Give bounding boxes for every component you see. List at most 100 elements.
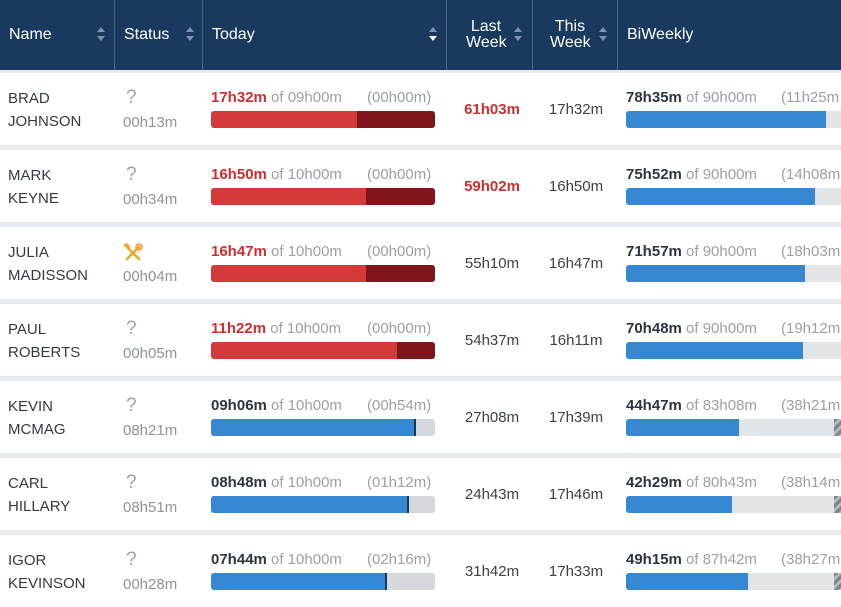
today-progress-marker: [414, 419, 416, 436]
column-header-biweekly[interactable]: BiWeekly: [627, 0, 747, 70]
today-overtime-fill: [357, 111, 435, 128]
biweekly-hatched-segment: [834, 573, 841, 590]
this-week-value: 17h32m: [548, 101, 604, 118]
today-remaining: (00h00m): [367, 243, 432, 260]
today-value: 11h22m: [211, 320, 267, 337]
today-progress-bar: [211, 419, 435, 436]
today-summary: 09h06m of 10h00m (00h54m): [211, 397, 431, 414]
biweekly-remaining: (38h14m: [781, 474, 841, 491]
status-time: 00h28m: [123, 576, 178, 593]
this-week-value: 17h46m: [548, 486, 604, 503]
today-progress-fill: [211, 496, 408, 513]
today-overtime-fill: [366, 265, 435, 282]
biweekly-remaining: (14h08m: [781, 166, 841, 183]
table-row[interactable]: MARK KEYNE? 00h34m 16h50m of 10h00m (00h00m…: [0, 150, 841, 222]
sort-name-icon[interactable]: [97, 27, 105, 43]
biweekly-target: of 83h08m: [681, 397, 757, 414]
column-header-name-label: Name: [9, 26, 52, 43]
biweekly-value: 49h15m: [626, 551, 682, 568]
today-progress-fill: [211, 573, 386, 590]
table-row[interactable]: PAUL ROBERTS? 00h05m 11h22m of 10h00m (00h0…: [0, 304, 841, 376]
biweekly-summary: 42h29m of 80h43m (38h14m: [626, 474, 840, 491]
biweekly-progress-fill: [626, 573, 748, 590]
column-header-this-week[interactable]: This Week: [540, 0, 600, 70]
today-target: of 09h00m: [266, 89, 342, 106]
biweekly-remaining: (38h21m: [781, 397, 841, 414]
table-row[interactable]: KEVIN MCMAG? 08h21m 09h06m of 10h00m (00h54…: [0, 381, 841, 453]
table-row[interactable]: CARL HILLARY? 08h51m 08h48m of 10h00m (01h1…: [0, 458, 841, 530]
today-summary: 08h48m of 10h00m (01h12m): [211, 474, 431, 491]
today-summary: 17h32m of 09h00m (00h00m): [211, 89, 431, 106]
column-divider: [202, 0, 203, 70]
status-time: 00h34m: [123, 191, 178, 208]
this-week-value: 16h50m: [548, 178, 604, 195]
column-header-today[interactable]: Today: [212, 0, 412, 70]
today-overtime-fill: [397, 342, 435, 359]
column-header-name[interactable]: Name: [9, 0, 109, 70]
biweekly-target: of 90h00m: [681, 320, 757, 337]
today-progress-bar: [211, 496, 435, 513]
question-icon: ?: [126, 395, 137, 416]
status-time: 00h05m: [123, 345, 178, 362]
biweekly-value: 71h57m: [626, 243, 682, 260]
biweekly-value: 42h29m: [626, 474, 682, 491]
employee-name[interactable]: JULIA MADISSON: [8, 244, 89, 284]
biweekly-remaining: (18h03m: [781, 243, 841, 260]
today-progress-fill: [211, 265, 366, 282]
today-progress-marker: [385, 573, 387, 590]
table-row[interactable]: JULIA MADISSON 00h04m 16h47m of 10h00m (00h…: [0, 227, 841, 299]
biweekly-progress-fill: [626, 265, 805, 282]
this-week-value: 16h47m: [548, 255, 604, 272]
today-progress-bar: [211, 265, 435, 282]
sort-this-week-icon[interactable]: [599, 27, 607, 43]
question-icon: ?: [126, 318, 137, 339]
today-summary: 07h44m of 10h00m (02h16m): [211, 551, 431, 568]
today-value: 17h32m: [211, 89, 267, 106]
table-row[interactable]: BRAD JOHNSON? 00h13m 17h32m of 09h00m (00h0…: [0, 73, 841, 145]
today-progress-fill: [211, 111, 357, 128]
biweekly-progress-fill: [626, 111, 826, 128]
today-remaining: (00h00m): [367, 89, 432, 106]
sort-last-week-icon[interactable]: [514, 27, 522, 43]
employee-name[interactable]: MARK KEYNE: [8, 167, 59, 207]
biweekly-summary: 70h48m of 90h00m (19h12m: [626, 320, 840, 337]
column-header-biweekly-label: BiWeekly: [627, 26, 694, 43]
today-remaining: (00h54m): [367, 397, 432, 414]
question-icon: ?: [126, 164, 137, 185]
today-remaining: (02h16m): [367, 551, 432, 568]
employee-name[interactable]: PAUL ROBERTS: [8, 321, 81, 361]
sort-today-icon[interactable]: [429, 27, 437, 43]
this-week-value: 17h33m: [548, 563, 604, 580]
tools-icon: [123, 243, 143, 261]
biweekly-value: 78h35m: [626, 89, 682, 106]
today-value: 16h47m: [211, 243, 267, 260]
status-time: 00h04m: [123, 268, 178, 285]
biweekly-summary: 44h47m of 83h08m (38h21m: [626, 397, 840, 414]
employee-name[interactable]: CARL HILLARY: [8, 475, 71, 515]
biweekly-remaining: (38h27m: [781, 551, 841, 568]
today-progress-fill: [211, 342, 397, 359]
sort-status-icon[interactable]: [186, 27, 194, 43]
employee-name[interactable]: KEVIN MCMAG: [8, 398, 66, 438]
biweekly-progress-bar: [626, 496, 841, 513]
column-header-last-week[interactable]: Last Week: [456, 0, 516, 70]
today-target: of 10h00m: [266, 243, 342, 260]
biweekly-remaining: (19h12m: [781, 320, 841, 337]
column-header-status-label: Status: [124, 26, 170, 43]
biweekly-target: of 90h00m: [681, 243, 757, 260]
column-header-this-week-label: This Week: [550, 18, 591, 51]
today-remaining: (00h00m): [367, 166, 432, 183]
column-header-status[interactable]: Status: [124, 0, 194, 70]
biweekly-progress-fill: [626, 496, 732, 513]
biweekly-value: 44h47m: [626, 397, 682, 414]
employee-name[interactable]: BRAD JOHNSON: [8, 90, 82, 130]
biweekly-hatched-segment: [834, 496, 841, 513]
biweekly-progress-bar: [626, 342, 841, 359]
column-divider: [446, 0, 447, 70]
question-icon: ?: [126, 549, 137, 570]
employee-name[interactable]: IGOR KEVINSON: [8, 552, 86, 592]
question-icon: ?: [126, 87, 137, 108]
this-week-value: 16h11m: [549, 332, 603, 349]
today-target: of 10h00m: [266, 397, 342, 414]
table-row[interactable]: IGOR KEVINSON? 00h28m 07h44m of 10h00m (02h…: [0, 535, 841, 607]
